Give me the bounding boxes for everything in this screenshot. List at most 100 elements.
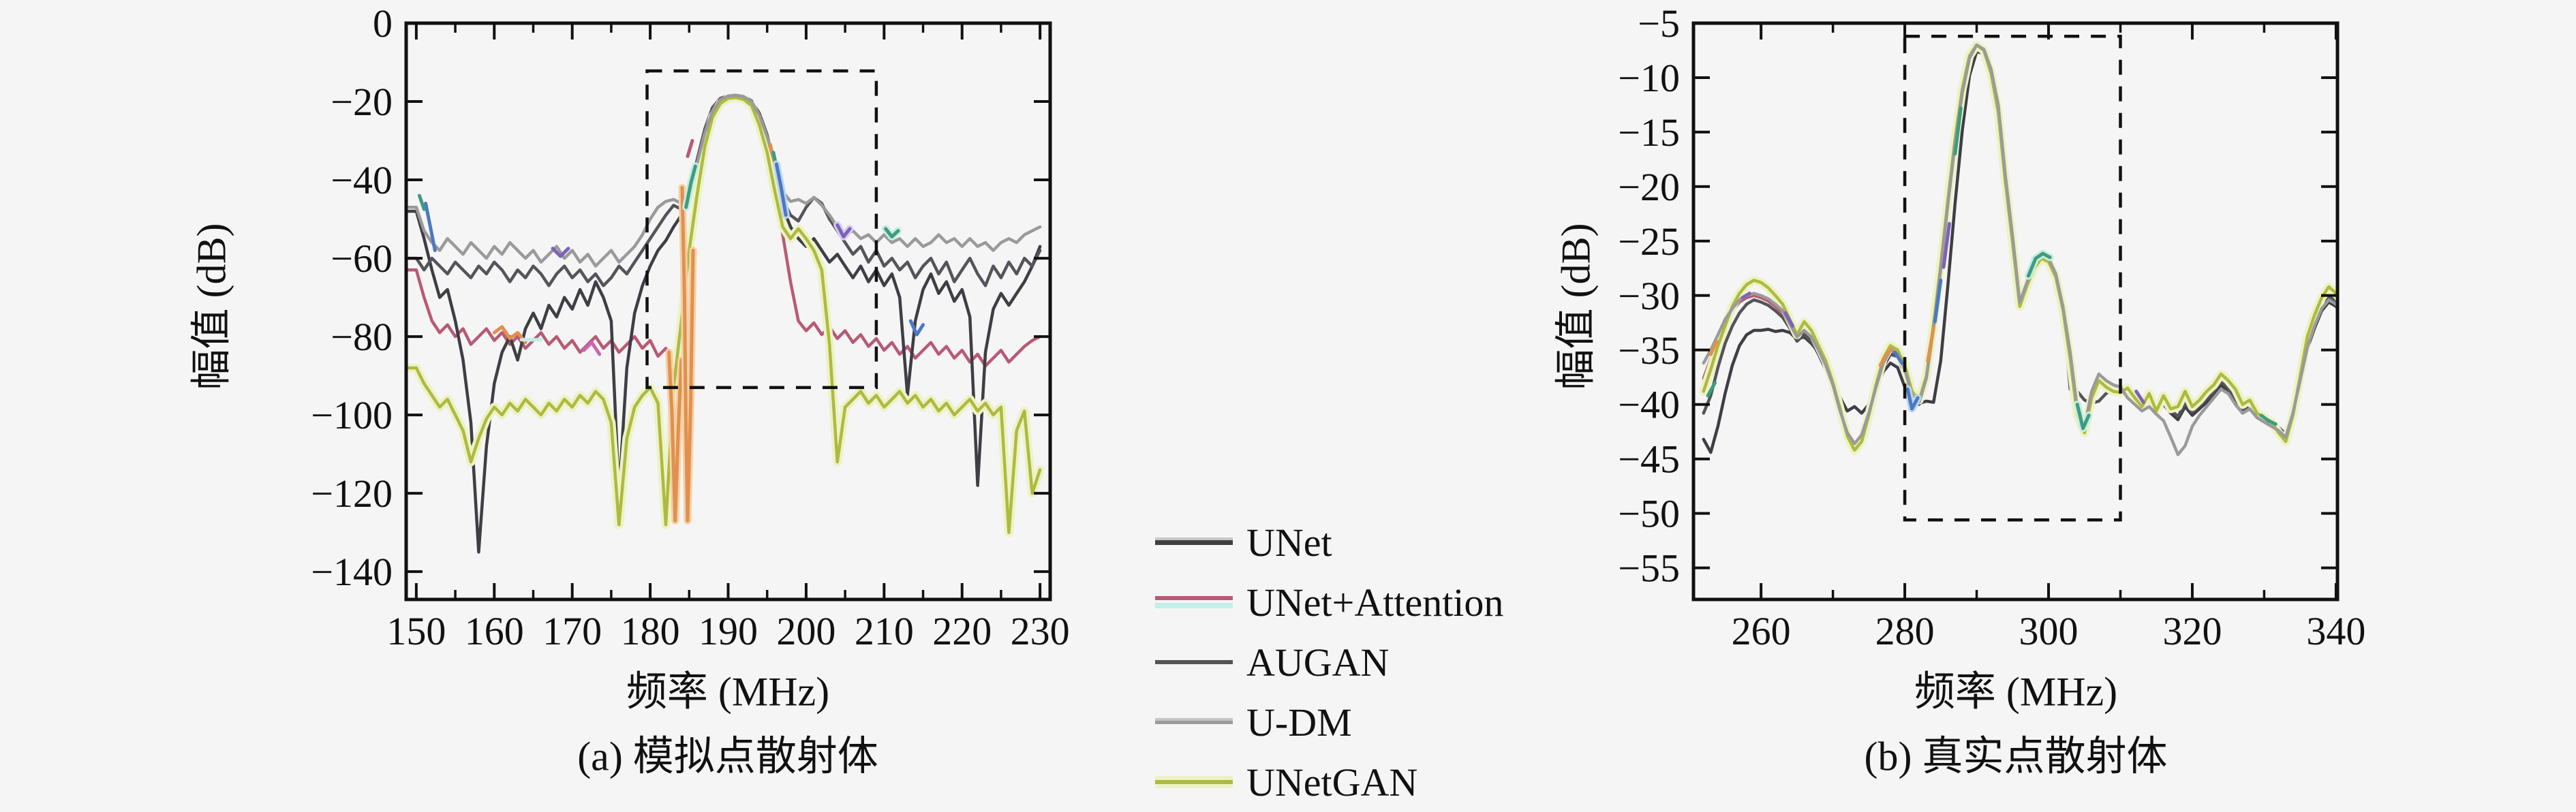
series-UNet (1702, 50, 2337, 454)
x-tick-label: 230 (1011, 609, 1070, 653)
legend-item-UNetGAN: UNetGAN (1155, 752, 1503, 812)
plot-frame-a (404, 21, 1052, 602)
y-tick-label: 0 (373, 1, 393, 46)
accent-a-15 (908, 319, 925, 337)
tick-labels-a: 150 160 170 180 190 200 210 220 230 0 −20 −40 −60 −80… (311, 1, 1069, 653)
y-tick-label: −50 (1618, 492, 1680, 536)
legend-label: UNet+Attention (1246, 580, 1504, 625)
x-tick-label: 190 (699, 609, 758, 653)
y-tick-label: −120 (311, 471, 393, 516)
x-axis-title-a: 频率 (MHz) (626, 669, 830, 715)
accent-b-5 (1892, 350, 1904, 365)
legend-line-swatch (1155, 533, 1233, 551)
y-tick-label: −15 (1618, 110, 1680, 155)
accent-a-0 (424, 202, 437, 253)
series-glow-UNetGAN (406, 93, 1045, 537)
y-tick-label: −100 (311, 393, 393, 437)
y-tick-label: −80 (331, 315, 393, 359)
series-glow-UNetGAN (1699, 40, 2337, 455)
accent-a-9 (686, 139, 694, 158)
accent-b-12 (2075, 403, 2091, 431)
x-tick-label: 320 (2162, 609, 2222, 653)
chart-b: 260 280 300 320 340 −5 −10 −15 −20 −25 −30 −35 −40 −4… (1618, 1, 2365, 653)
x-tick-label: 220 (932, 609, 992, 653)
series-group-b (1699, 40, 2349, 456)
accent-a-4 (551, 247, 570, 258)
x-tick-label: 150 (386, 609, 446, 653)
accent-a-5 (582, 341, 602, 356)
x-axis-title-b: 频率 (MHz) (1914, 669, 2118, 715)
y-tick-label: −5 (1638, 1, 1680, 46)
legend-line-swatch (1155, 773, 1233, 791)
y-axis-title-b: 幅值 (dB) (1553, 223, 1599, 390)
y-tick-label: −45 (1618, 437, 1680, 482)
tick-labels-b: 260 280 300 320 340 −5 −10 −15 −20 −25 −30 −35 −40 −4… (1618, 1, 2365, 653)
caption-b: (b) 真实点散射体 (1864, 734, 2168, 779)
y-tick-label: −20 (1618, 165, 1680, 209)
y-tick-label: −30 (1618, 274, 1680, 318)
series-UNet+Attention (1702, 44, 2337, 448)
x-tick-label: 200 (776, 609, 835, 653)
series-UNetGAN (406, 96, 1042, 534)
accent-a-2 (492, 325, 527, 345)
series-UNet (406, 93, 1042, 554)
y-tick-label: −10 (1618, 56, 1680, 100)
legend-label: UNet (1246, 520, 1332, 565)
y-tick-label: −140 (311, 550, 393, 594)
legend-label: UNetGAN (1246, 760, 1418, 805)
legend-item-AUGAN: AUGAN (1155, 632, 1503, 692)
x-tick-label: 180 (621, 609, 680, 653)
accent-a-12 (774, 162, 788, 217)
dashed-zoom-box-a (645, 69, 878, 390)
accent-b-2 (1741, 292, 1751, 300)
caption-a: (a) 模拟点散射体 (577, 734, 878, 779)
accent-b-10 (1953, 106, 1963, 156)
accent-b-8 (1933, 278, 1943, 324)
accent-b-16 (2342, 334, 2349, 343)
accent-b-4 (1878, 347, 1894, 367)
chart-a: 150 160 170 180 190 200 210 220 230 0 −20 −40 −60 −80… (311, 1, 1069, 653)
accent-b-1 (1706, 381, 1717, 398)
ticks-a (406, 22, 1050, 599)
series-AUGAN (406, 93, 1042, 287)
series-U-DM (1702, 43, 2337, 456)
figure-canvas: { "page": { "background": "#f5f5f5", "fr… (189, 1, 2366, 805)
legend-item-UNet+Attention: UNet+Attention (1155, 572, 1503, 632)
x-tick-label: 260 (1732, 609, 1791, 653)
accent-b-6 (1905, 387, 1920, 411)
y-tick-label: −40 (331, 158, 393, 202)
spectra-plot-canvas: 150 160 170 180 190 200 210 220 230 0 −20 −40 −60 −80… (311, 1, 2365, 653)
accent-b-11 (2027, 251, 2052, 278)
accent-a-6 (667, 350, 684, 522)
ticks-b (1693, 22, 2337, 599)
x-tick-label: 210 (855, 609, 914, 653)
legend-label: AUGAN (1246, 640, 1390, 685)
y-axis-title-a: 幅值 (dB) (189, 223, 234, 390)
x-tick-label: 160 (465, 609, 524, 653)
series-AUGAN (1702, 45, 2337, 450)
y-tick-label: −20 (331, 80, 393, 124)
legend: UNet UNet+Attention AUGAN U-DM UNetGAN (1155, 512, 1503, 812)
y-tick-label: −55 (1618, 546, 1680, 591)
accent-a-14 (884, 227, 900, 238)
legend-line-swatch (1155, 593, 1233, 611)
series-UNetGAN (1702, 43, 2337, 452)
legend-item-UNet: UNet (1155, 512, 1503, 572)
y-tick-label: −25 (1618, 219, 1680, 264)
y-tick-label: −40 (1618, 383, 1680, 427)
legend-label: U-DM (1246, 700, 1352, 745)
accent-a-1 (417, 193, 426, 211)
x-tick-label: 280 (1875, 609, 1935, 653)
plot-frame-b (1691, 21, 2340, 602)
legend-item-U-DM: U-DM (1155, 692, 1503, 752)
x-tick-label: 340 (2306, 609, 2365, 653)
dashed-zoom-box-b (1903, 34, 2122, 522)
accent-b-9 (1942, 221, 1951, 269)
accent-b-13 (2134, 390, 2145, 404)
accent-a-8 (684, 164, 697, 209)
series-group-a (406, 93, 1045, 554)
legend-line-swatch (1155, 713, 1233, 731)
x-tick-label: 300 (2019, 609, 2079, 653)
accent-b-3 (1783, 311, 1794, 328)
x-tick-label: 170 (542, 609, 602, 653)
